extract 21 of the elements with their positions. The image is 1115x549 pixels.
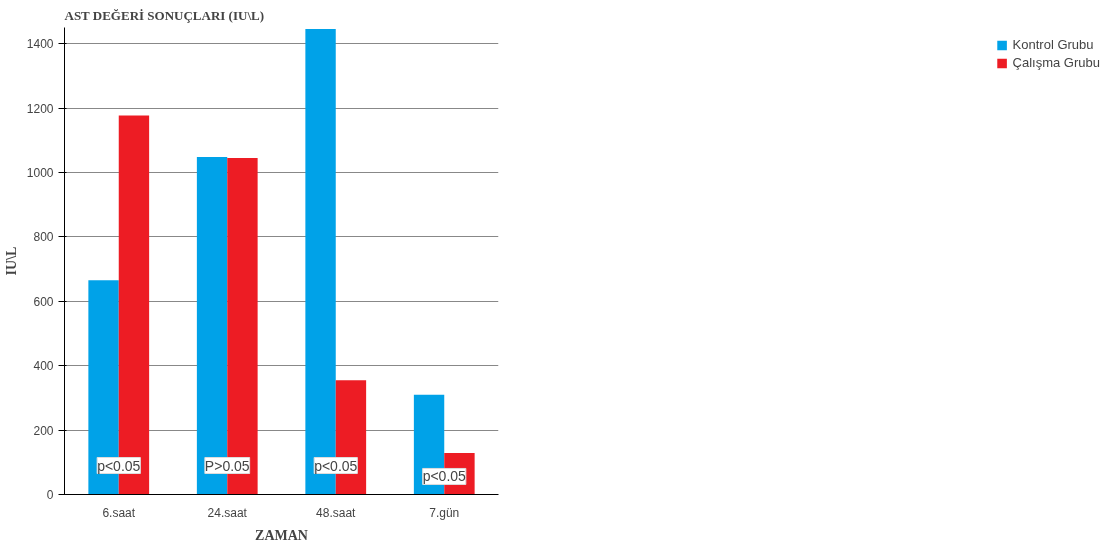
- y-axis-title: IU\L: [3, 246, 19, 276]
- annotation: p<0.05: [314, 457, 358, 474]
- x-tick-label: 7.gün: [429, 505, 460, 520]
- annotation: P>0.05: [204, 457, 250, 474]
- legend-label: Kontrol Grubu: [1012, 37, 1094, 52]
- x-axis-title: ZAMAN: [255, 527, 308, 543]
- y-tick-label: 0: [46, 488, 54, 502]
- x-tick-label: 24.saat: [207, 505, 248, 520]
- y-tick-label: 800: [33, 230, 54, 245]
- y-tick-label: 600: [33, 294, 54, 309]
- y-tick-label: 1400: [26, 37, 54, 52]
- legend-label: Çalışma Grubu: [1012, 55, 1100, 70]
- y-tick-label: 1000: [26, 165, 54, 180]
- y-tick-label: 1200: [26, 101, 54, 116]
- x-tick-label: 48.saat: [316, 505, 357, 520]
- annotation: p<0.05: [97, 457, 141, 474]
- x-tick-label: 6.saat: [102, 505, 136, 520]
- y-tick-label: 200: [33, 423, 54, 438]
- annotation: p<0.05: [422, 468, 467, 485]
- chart-title: AST DEĞERİ SONUÇLARI (IU\L): [64, 7, 264, 23]
- y-tick-label: 400: [33, 359, 54, 374]
